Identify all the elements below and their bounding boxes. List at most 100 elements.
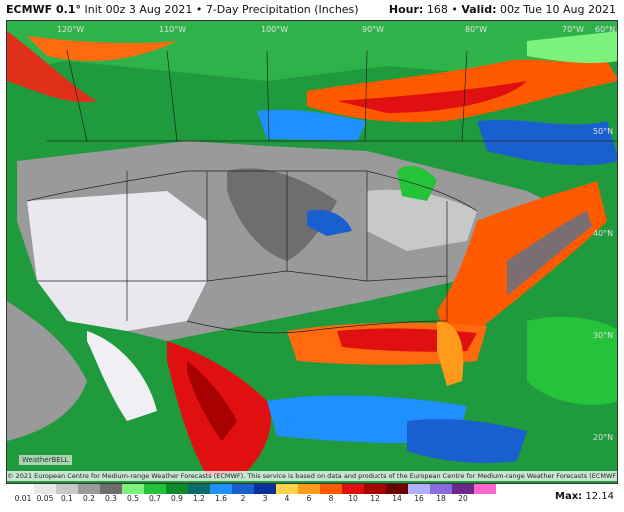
us-mexico-border xyxy=(186,320,448,334)
north-field xyxy=(7,21,617,81)
state-line-a xyxy=(26,170,478,212)
lon-label-100: 100°W xyxy=(261,25,289,34)
north-band xyxy=(27,36,177,61)
east-canada-blue xyxy=(477,119,617,166)
lat-label-50: 50°N xyxy=(593,127,614,136)
lat-label-60: 60°N xyxy=(595,25,616,34)
max-value-readout: Max: 12.14 xyxy=(555,491,614,502)
legend-tick-label: 0.1 xyxy=(61,494,73,503)
atlantic-core xyxy=(507,211,592,296)
lat-label-40: 40°N xyxy=(593,229,614,238)
baja-dry xyxy=(87,331,157,421)
midwest-light xyxy=(367,189,477,251)
init-time: Init 00z 3 Aug 2021 xyxy=(84,3,193,16)
graticule-110 xyxy=(166,50,178,142)
lon-label-90: 90°W xyxy=(362,25,385,34)
legend-tick-label: 0.5 xyxy=(127,494,139,503)
legend-swatch xyxy=(144,484,166,494)
legend-tick-label: 12 xyxy=(370,494,380,503)
header-bar: ECMWF 0.1° Init 00z 3 Aug 2021 • 7-Day P… xyxy=(0,0,624,20)
legend-swatch xyxy=(34,484,56,494)
graticule-120 xyxy=(66,50,88,142)
northwest-rain xyxy=(7,31,97,102)
legend-swatch xyxy=(12,484,34,494)
caribbean-deep xyxy=(407,419,527,463)
max-label: Max: xyxy=(555,491,583,502)
legend-swatch xyxy=(276,484,298,494)
valid-value: 00z Tue 10 Aug 2021 xyxy=(499,3,616,16)
legend-tick-label: 2 xyxy=(240,494,246,503)
legend-swatch xyxy=(342,484,364,494)
legend-swatch xyxy=(364,484,386,494)
canada-core xyxy=(337,81,527,113)
legend-swatch xyxy=(474,484,496,494)
canada-blue xyxy=(257,109,367,141)
pacific-gray xyxy=(7,301,87,441)
legend-tick-label: 4 xyxy=(284,494,290,503)
legend-tick-label: 1.2 xyxy=(193,494,205,503)
graticule-100 xyxy=(266,50,270,142)
graticule-80 xyxy=(461,50,468,142)
legend-swatch xyxy=(430,484,452,494)
legend-swatch xyxy=(386,484,408,494)
product-title: 7-Day Precipitation (Inches) xyxy=(205,3,359,16)
map-title: ECMWF 0.1° Init 00z 3 Aug 2021 • 7-Day P… xyxy=(6,3,359,16)
legend-tick-label: 0.2 xyxy=(83,494,95,503)
graticule-90 xyxy=(364,50,368,142)
borders xyxy=(26,50,617,334)
legend-swatch xyxy=(166,484,188,494)
northeast-green xyxy=(527,31,617,64)
model-name: ECMWF 0.1° xyxy=(6,3,81,16)
legend-tick-label: 1.6 xyxy=(215,494,227,503)
legend-tick-label: 3 xyxy=(262,494,268,503)
valid-label: Valid: xyxy=(461,3,497,16)
legend-tick-label: 0.9 xyxy=(171,494,183,503)
map-field xyxy=(7,21,617,483)
lat-label-20: 20°N xyxy=(593,433,614,442)
legend-tick-label: 6 xyxy=(306,494,312,503)
legend-swatch xyxy=(78,484,100,494)
legend-tick-label: 0.3 xyxy=(105,494,117,503)
atlantic-green xyxy=(527,316,617,405)
lon-label-80: 80°W xyxy=(465,25,488,34)
legend-tick-label: 20 xyxy=(458,494,468,503)
precipitation-map: 120°W 110°W 100°W 90°W 80°W 70°W 60°N 50… xyxy=(6,20,618,484)
legend-tick-label: 16 xyxy=(414,494,424,503)
legend-tick-label: 10 xyxy=(348,494,358,503)
hour-value: 168 xyxy=(426,3,448,16)
lon-label-70: 70°W xyxy=(562,25,585,34)
lat-label-30: 30°N xyxy=(593,331,614,340)
lon-label-110: 110°W xyxy=(159,25,187,34)
valid-time-info: Hour: 168 • Valid: 00z Tue 10 Aug 2021 xyxy=(389,3,616,16)
legend-swatch xyxy=(452,484,474,494)
legend-swatch xyxy=(320,484,342,494)
legend-swatch xyxy=(210,484,232,494)
copyright-credit: © 2021 European Centre for Medium-range … xyxy=(7,471,618,481)
legend-swatch xyxy=(100,484,122,494)
color-scale-ticks: 0.01 0.05 0.1 0.2 0.3 0.5 0.7 0.9 1.2 1.6 2 3 4 6 8 10 1… xyxy=(12,494,474,506)
legend-swatch xyxy=(298,484,320,494)
legend-tick-label: 0.05 xyxy=(36,494,54,503)
legend-swatch xyxy=(188,484,210,494)
legend-tick-label: 14 xyxy=(392,494,402,503)
legend-tick-label: 0.01 xyxy=(14,494,32,503)
legend-swatch xyxy=(56,484,78,494)
west-dry xyxy=(27,191,207,331)
hour-label: Hour: xyxy=(388,3,424,16)
great-lakes-green xyxy=(397,165,437,201)
title-separator: • xyxy=(195,3,206,16)
legend-tick-label: 8 xyxy=(328,494,334,503)
max-value: 12.14 xyxy=(585,491,614,502)
hour-separator: • xyxy=(451,3,462,16)
legend-swatch xyxy=(254,484,276,494)
legend-tick-label: 0.7 xyxy=(149,494,161,503)
legend-swatch xyxy=(232,484,254,494)
legend-swatch xyxy=(408,484,430,494)
midwest-blue xyxy=(307,209,352,236)
legend-swatch xyxy=(122,484,144,494)
weatherbell-logo: WeatherBELL xyxy=(19,455,72,465)
color-scale xyxy=(12,484,496,494)
plains-gray xyxy=(227,168,337,261)
lon-label-120: 120°W xyxy=(57,25,85,34)
florida-rain xyxy=(437,321,464,386)
